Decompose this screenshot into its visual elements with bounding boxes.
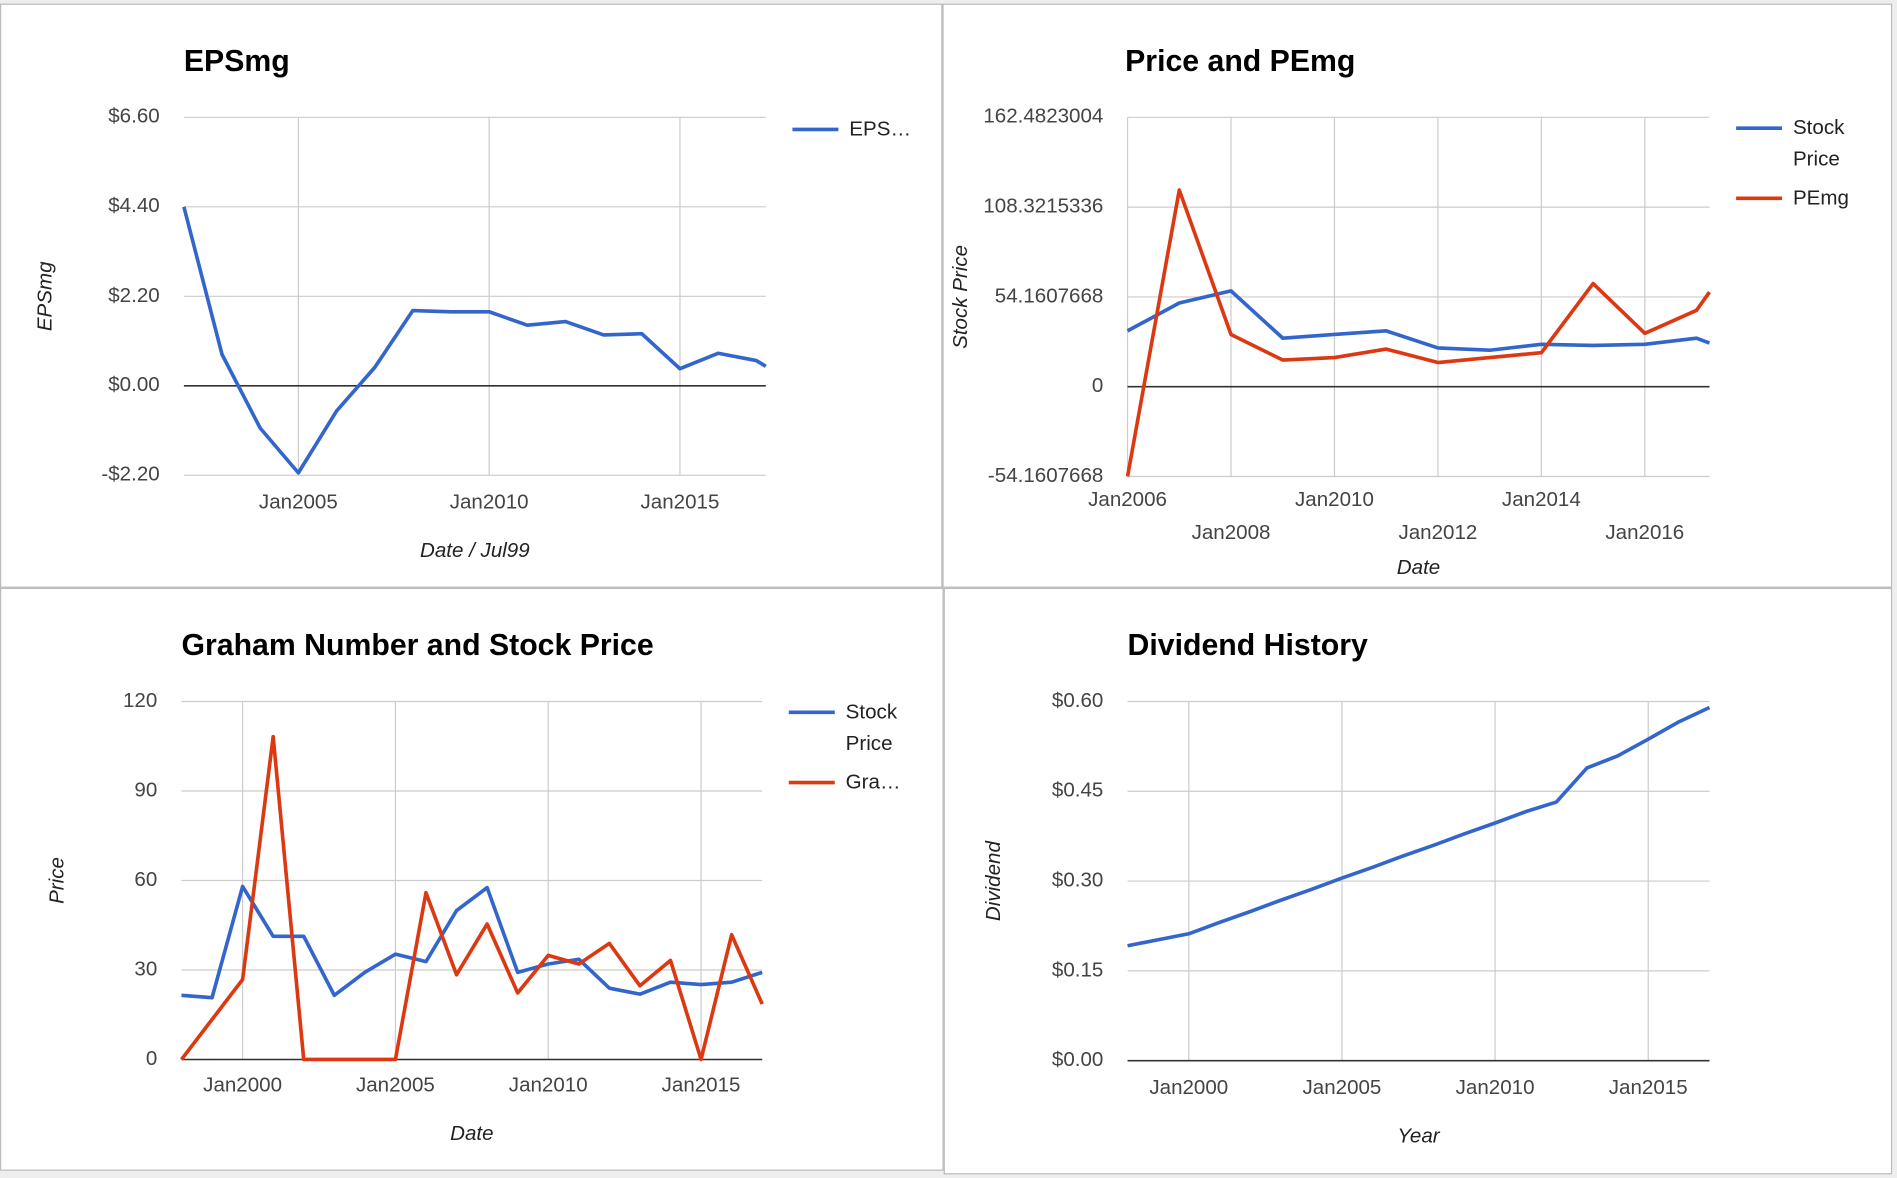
y-tick-label: $6.60 (108, 105, 159, 128)
y-tick-label: $0.30 (1052, 869, 1103, 892)
x-tick-label: Jan2012 (1398, 521, 1477, 544)
x-axis-label: Date / Jul99 (420, 539, 530, 562)
y-axis-label: Stock Price (949, 245, 972, 349)
y-tick-label: $0.45 (1052, 779, 1103, 802)
y-tick-label: -54.1607668 (988, 464, 1103, 487)
x-tick-label: Jan2015 (1609, 1076, 1688, 1099)
series-line (1125, 188, 1711, 477)
y-tick-label: 108.3215336 (983, 195, 1103, 218)
panel (942, 3, 1893, 588)
x-tick-label: Jan2010 (1295, 488, 1374, 511)
y-axis-label: Price (46, 857, 69, 904)
legend-label: EPS… (849, 117, 912, 141)
y-tick-label: $2.20 (108, 284, 159, 307)
series-line (1127, 705, 1711, 948)
y-axis-label: EPSmg (33, 261, 56, 331)
y-tick-label: $0.00 (1052, 1048, 1103, 1071)
legend-label: PEmg (1792, 186, 1849, 210)
x-tick-label: Jan2000 (203, 1074, 282, 1097)
legend-item: PEmg (1792, 186, 1849, 210)
y-tick-label: 0 (146, 1047, 157, 1070)
x-tick-label: Jan2005 (1303, 1076, 1382, 1099)
series-line (180, 734, 764, 1062)
y-tick-label: -$2.20 (101, 463, 159, 486)
y-tick-label: 54.1607668 (995, 284, 1104, 307)
y-tick-label: $0.15 (1052, 958, 1103, 981)
y-tick-label: 162.4823004 (983, 105, 1103, 128)
series-line (181, 884, 763, 1000)
panel (0, 587, 944, 1171)
y-tick-label: $0.60 (1052, 689, 1103, 712)
legend-label: Stock Price (845, 700, 898, 755)
x-tick-label: Jan2005 (259, 491, 338, 514)
y-tick-label: $0.00 (108, 373, 159, 396)
x-tick-label: Jan2010 (450, 491, 529, 514)
x-tick-label: Jan2008 (1192, 521, 1271, 544)
legend-label: Stock Price (1792, 116, 1845, 171)
x-tick-label: Jan2014 (1502, 488, 1581, 511)
y-tick-label: $4.40 (108, 194, 159, 217)
y-tick-label: 60 (134, 868, 157, 891)
x-axis-label: Date (450, 1122, 493, 1145)
x-tick-label: Jan2015 (662, 1074, 741, 1097)
legend-item: Stock Price (845, 700, 898, 755)
y-axis-label: Dividend (982, 841, 1005, 922)
x-tick-label: Jan2015 (641, 491, 720, 514)
series-line (182, 206, 767, 475)
y-tick-label: 0 (1092, 374, 1103, 397)
y-tick-label: 120 (123, 689, 157, 712)
x-tick-label: Jan2010 (1456, 1076, 1535, 1099)
y-tick-label: 90 (134, 778, 157, 801)
chart-title: EPSmg (184, 45, 290, 78)
series-line (1126, 289, 1711, 353)
y-tick-label: 30 (134, 957, 157, 980)
legend-item: EPS… (849, 117, 912, 141)
x-tick-label: Jan2016 (1605, 521, 1684, 544)
legend-item: Stock Price (1792, 116, 1845, 171)
legend-label: Gra… (845, 770, 901, 794)
x-tick-label: Jan2000 (1149, 1076, 1228, 1099)
chart-title: Graham Number and Stock Price (181, 629, 653, 662)
x-axis-label: Date (1397, 556, 1440, 579)
x-tick-label: Jan2005 (356, 1074, 435, 1097)
chart-title: Dividend History (1128, 629, 1368, 662)
x-axis-label: Year (1397, 1124, 1440, 1147)
x-tick-label: Jan2010 (509, 1074, 588, 1097)
x-tick-label: Jan2006 (1088, 488, 1167, 511)
chart-title: Price and PEmg (1125, 45, 1355, 78)
legend-item: Gra… (845, 770, 901, 794)
